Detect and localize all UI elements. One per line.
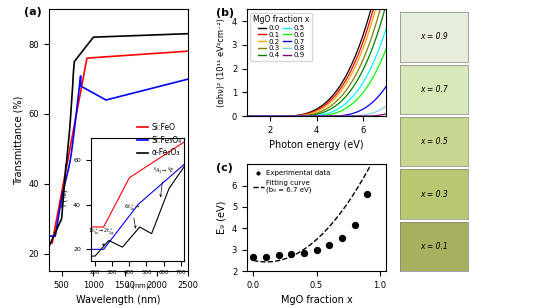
- Legend: 0.0, 0.1, 0.2, 0.3, 0.4, 0.5, 0.6, 0.7, 0.8, 0.9: 0.0, 0.1, 0.2, 0.3, 0.4, 0.5, 0.6, 0.7, …: [250, 13, 312, 61]
- Text: (c): (c): [216, 163, 233, 173]
- Y-axis label: (αhν)² (10¹¹ eV²cm⁻²): (αhν)² (10¹¹ eV²cm⁻²): [217, 18, 226, 107]
- Point: [287, 252, 295, 257]
- X-axis label: MgO fraction x: MgO fraction x: [281, 295, 353, 305]
- Text: x = 0.1: x = 0.1: [420, 242, 448, 251]
- X-axis label: Wavelength (nm): Wavelength (nm): [76, 295, 161, 305]
- Text: x = 0.3: x = 0.3: [420, 189, 448, 199]
- Legend: Si:FeO, Si:Fe₃O₄, α-Fe₂O₃: Si:FeO, Si:Fe₃O₄, α-Fe₂O₃: [134, 120, 184, 160]
- Point: [337, 235, 346, 240]
- Text: (b): (b): [216, 8, 234, 18]
- Point: [300, 250, 308, 255]
- Point: [325, 243, 333, 248]
- Legend: Experimental data, Fitting curve
(b₉ = 6.7 eV): Experimental data, Fitting curve (b₉ = 6…: [250, 168, 333, 196]
- Y-axis label: E₉ (eV): E₉ (eV): [216, 201, 226, 234]
- Text: x = 0.5: x = 0.5: [420, 137, 448, 146]
- Point: [249, 255, 257, 260]
- Point: [262, 255, 270, 260]
- Point: [274, 253, 283, 257]
- Point: [312, 247, 321, 252]
- Point: [363, 192, 372, 197]
- Y-axis label: Transmittance (%): Transmittance (%): [13, 95, 23, 185]
- X-axis label: Photon energy (eV): Photon energy (eV): [269, 140, 364, 150]
- Text: x = 0.7: x = 0.7: [420, 85, 448, 94]
- Point: [350, 223, 359, 228]
- Text: (a): (a): [24, 6, 42, 17]
- Text: x = 0.9: x = 0.9: [420, 32, 448, 42]
